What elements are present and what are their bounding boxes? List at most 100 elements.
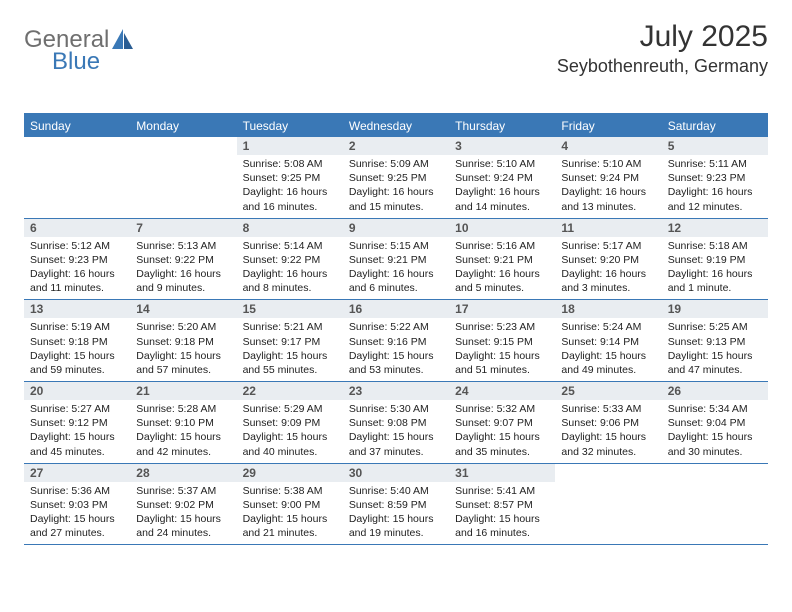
day-cell: 11Sunrise: 5:17 AMSunset: 9:20 PMDayligh… [555,219,661,300]
weekday-header: Sunday [24,115,130,137]
weekday-header: Monday [130,115,236,137]
day-cell: 25Sunrise: 5:33 AMSunset: 9:06 PMDayligh… [555,382,661,463]
day-number: 28 [130,464,236,482]
week-row: 6Sunrise: 5:12 AMSunset: 9:23 PMDaylight… [24,219,768,301]
day-cell: 9Sunrise: 5:15 AMSunset: 9:21 PMDaylight… [343,219,449,300]
day-details: Sunrise: 5:41 AMSunset: 8:57 PMDaylight:… [449,482,555,545]
day-details: Sunrise: 5:23 AMSunset: 9:15 PMDaylight:… [449,318,555,381]
day-number: 2 [343,137,449,155]
weekday-header: Wednesday [343,115,449,137]
day-details: Sunrise: 5:29 AMSunset: 9:09 PMDaylight:… [237,400,343,463]
day-number: 24 [449,382,555,400]
day-number: 20 [24,382,130,400]
day-number: 21 [130,382,236,400]
day-details: Sunrise: 5:19 AMSunset: 9:18 PMDaylight:… [24,318,130,381]
location-title: Seybothenreuth, Germany [557,56,768,77]
day-cell: 12Sunrise: 5:18 AMSunset: 9:19 PMDayligh… [662,219,768,300]
day-cell: 23Sunrise: 5:30 AMSunset: 9:08 PMDayligh… [343,382,449,463]
day-number: 25 [555,382,661,400]
weekday-header: Tuesday [237,115,343,137]
day-number: 29 [237,464,343,482]
day-details: Sunrise: 5:09 AMSunset: 9:25 PMDaylight:… [343,155,449,218]
day-details: Sunrise: 5:14 AMSunset: 9:22 PMDaylight:… [237,237,343,300]
day-number: 16 [343,300,449,318]
day-details: Sunrise: 5:24 AMSunset: 9:14 PMDaylight:… [555,318,661,381]
day-number-empty [662,464,768,482]
day-cell: 14Sunrise: 5:20 AMSunset: 9:18 PMDayligh… [130,300,236,381]
day-details: Sunrise: 5:10 AMSunset: 9:24 PMDaylight:… [449,155,555,218]
day-cell: 19Sunrise: 5:25 AMSunset: 9:13 PMDayligh… [662,300,768,381]
day-details: Sunrise: 5:30 AMSunset: 9:08 PMDaylight:… [343,400,449,463]
calendar: SundayMondayTuesdayWednesdayThursdayFrid… [24,113,768,545]
day-number: 10 [449,219,555,237]
day-number: 7 [130,219,236,237]
weekday-header: Friday [555,115,661,137]
day-details: Sunrise: 5:16 AMSunset: 9:21 PMDaylight:… [449,237,555,300]
day-details: Sunrise: 5:20 AMSunset: 9:18 PMDaylight:… [130,318,236,381]
day-cell: 13Sunrise: 5:19 AMSunset: 9:18 PMDayligh… [24,300,130,381]
day-number: 31 [449,464,555,482]
month-title: July 2025 [557,20,768,54]
day-number: 26 [662,382,768,400]
day-number: 9 [343,219,449,237]
day-cell: 28Sunrise: 5:37 AMSunset: 9:02 PMDayligh… [130,464,236,545]
day-cell: 22Sunrise: 5:29 AMSunset: 9:09 PMDayligh… [237,382,343,463]
day-cell: 15Sunrise: 5:21 AMSunset: 9:17 PMDayligh… [237,300,343,381]
day-details: Sunrise: 5:40 AMSunset: 8:59 PMDaylight:… [343,482,449,545]
day-number: 4 [555,137,661,155]
day-cell: 27Sunrise: 5:36 AMSunset: 9:03 PMDayligh… [24,464,130,545]
day-details: Sunrise: 5:10 AMSunset: 9:24 PMDaylight:… [555,155,661,218]
header: General July 2025 Seybothenreuth, German… [24,20,768,77]
day-number: 13 [24,300,130,318]
day-details: Sunrise: 5:27 AMSunset: 9:12 PMDaylight:… [24,400,130,463]
day-cell: 1Sunrise: 5:08 AMSunset: 9:25 PMDaylight… [237,137,343,218]
day-cell: 4Sunrise: 5:10 AMSunset: 9:24 PMDaylight… [555,137,661,218]
day-details: Sunrise: 5:32 AMSunset: 9:07 PMDaylight:… [449,400,555,463]
day-number-empty [130,137,236,155]
week-row: 27Sunrise: 5:36 AMSunset: 9:03 PMDayligh… [24,464,768,546]
day-details: Sunrise: 5:17 AMSunset: 9:20 PMDaylight:… [555,237,661,300]
day-details: Sunrise: 5:38 AMSunset: 9:00 PMDaylight:… [237,482,343,545]
day-details: Sunrise: 5:13 AMSunset: 9:22 PMDaylight:… [130,237,236,300]
day-number: 5 [662,137,768,155]
brand-sail-icon [112,29,134,54]
day-number: 11 [555,219,661,237]
day-number: 19 [662,300,768,318]
day-cell [662,464,768,545]
day-cell: 24Sunrise: 5:32 AMSunset: 9:07 PMDayligh… [449,382,555,463]
day-details: Sunrise: 5:37 AMSunset: 9:02 PMDaylight:… [130,482,236,545]
weekday-header: Thursday [449,115,555,137]
day-number: 12 [662,219,768,237]
day-cell: 10Sunrise: 5:16 AMSunset: 9:21 PMDayligh… [449,219,555,300]
day-cell: 5Sunrise: 5:11 AMSunset: 9:23 PMDaylight… [662,137,768,218]
day-cell: 29Sunrise: 5:38 AMSunset: 9:00 PMDayligh… [237,464,343,545]
weeks-container: 1Sunrise: 5:08 AMSunset: 9:25 PMDaylight… [24,137,768,545]
day-details: Sunrise: 5:33 AMSunset: 9:06 PMDaylight:… [555,400,661,463]
weekday-header-row: SundayMondayTuesdayWednesdayThursdayFrid… [24,115,768,137]
day-number: 6 [24,219,130,237]
day-details: Sunrise: 5:21 AMSunset: 9:17 PMDaylight:… [237,318,343,381]
day-cell: 17Sunrise: 5:23 AMSunset: 9:15 PMDayligh… [449,300,555,381]
day-cell [24,137,130,218]
day-number: 22 [237,382,343,400]
day-details: Sunrise: 5:22 AMSunset: 9:16 PMDaylight:… [343,318,449,381]
week-row: 13Sunrise: 5:19 AMSunset: 9:18 PMDayligh… [24,300,768,382]
day-details: Sunrise: 5:34 AMSunset: 9:04 PMDaylight:… [662,400,768,463]
day-cell: 7Sunrise: 5:13 AMSunset: 9:22 PMDaylight… [130,219,236,300]
day-details: Sunrise: 5:25 AMSunset: 9:13 PMDaylight:… [662,318,768,381]
day-number: 3 [449,137,555,155]
week-row: 1Sunrise: 5:08 AMSunset: 9:25 PMDaylight… [24,137,768,219]
day-number: 23 [343,382,449,400]
day-cell: 18Sunrise: 5:24 AMSunset: 9:14 PMDayligh… [555,300,661,381]
brand-text-2: Blue [52,48,100,75]
week-row: 20Sunrise: 5:27 AMSunset: 9:12 PMDayligh… [24,382,768,464]
day-number: 14 [130,300,236,318]
day-number-empty [555,464,661,482]
day-details: Sunrise: 5:12 AMSunset: 9:23 PMDaylight:… [24,237,130,300]
day-details: Sunrise: 5:18 AMSunset: 9:19 PMDaylight:… [662,237,768,300]
day-cell: 3Sunrise: 5:10 AMSunset: 9:24 PMDaylight… [449,137,555,218]
day-number-empty [24,137,130,155]
day-cell: 2Sunrise: 5:09 AMSunset: 9:25 PMDaylight… [343,137,449,218]
day-number: 18 [555,300,661,318]
day-cell: 31Sunrise: 5:41 AMSunset: 8:57 PMDayligh… [449,464,555,545]
